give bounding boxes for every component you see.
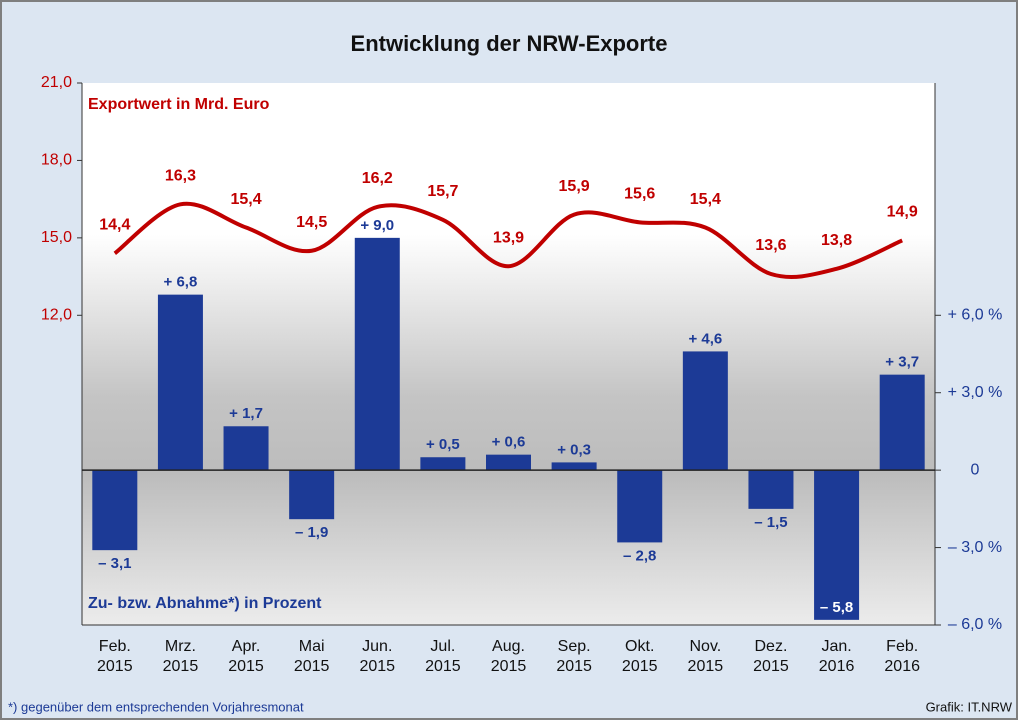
- chart-title: Entwicklung der NRW-Exporte: [351, 31, 668, 56]
- bar: [551, 462, 597, 471]
- line-label: 14,9: [887, 204, 918, 221]
- x-tick-label: 2016: [884, 658, 920, 675]
- x-tick-label: Mai: [299, 638, 325, 655]
- line-label: 15,4: [230, 191, 261, 208]
- line-label: 15,9: [559, 178, 590, 195]
- bar-label: – 3,1: [98, 555, 131, 572]
- line-label: 15,7: [427, 183, 458, 200]
- x-tick-label: Jan.: [821, 638, 851, 655]
- x-tick-label: Feb.: [886, 638, 918, 655]
- x-tick-label: Sep.: [558, 638, 591, 655]
- bar-label: + 0,3: [557, 441, 591, 458]
- bar: [354, 237, 400, 471]
- bar: [748, 470, 794, 509]
- x-tick-label: Okt.: [625, 638, 654, 655]
- bar-label: + 4,6: [688, 330, 722, 347]
- bar-label: – 1,5: [754, 514, 787, 531]
- x-tick-label: 2015: [359, 658, 395, 675]
- x-tick-label: Jul.: [430, 638, 455, 655]
- line-label: 15,6: [624, 186, 655, 203]
- bar: [486, 454, 531, 471]
- x-tick-label: Feb.: [99, 638, 131, 655]
- x-tick-label: 2015: [556, 658, 592, 675]
- y2-tick-label: – 6,0 %: [948, 616, 1002, 633]
- bar-label: + 0,6: [492, 434, 526, 451]
- line-label: 14,5: [296, 214, 327, 231]
- y-tick-label: 21,0: [41, 74, 72, 91]
- bar-label: + 6,8: [164, 274, 198, 291]
- x-tick-label: Aug.: [492, 638, 525, 655]
- x-tick-label: 2015: [228, 658, 264, 675]
- bar-label: + 1,7: [229, 405, 263, 422]
- y2-tick-label: + 6,0 %: [948, 307, 1003, 324]
- y2-tick-label: 0: [971, 461, 980, 478]
- x-tick-label: Nov.: [689, 638, 721, 655]
- y-tick-label: 15,0: [41, 229, 72, 246]
- line-label: 13,9: [493, 229, 524, 246]
- x-tick-label: 2015: [753, 658, 789, 675]
- bar: [92, 470, 138, 551]
- line-label: 13,6: [755, 237, 786, 254]
- y2-tick-label: + 3,0 %: [948, 384, 1003, 401]
- y-tick-label: 18,0: [41, 152, 72, 169]
- x-tick-label: 2015: [294, 658, 330, 675]
- source: Grafik: IT.NRW: [926, 699, 1013, 714]
- bar: [289, 470, 335, 520]
- bar-label: – 1,9: [295, 524, 328, 541]
- bar-label: – 2,8: [623, 547, 656, 564]
- x-tick-label: Jun.: [362, 638, 392, 655]
- x-tick-label: 2016: [819, 658, 855, 675]
- line-label: 13,8: [821, 232, 852, 249]
- line-label: 16,3: [165, 168, 196, 185]
- y-tick-label: 12,0: [41, 307, 72, 324]
- bar-label: – 5,8: [820, 599, 853, 616]
- bar: [814, 470, 860, 620]
- x-tick-label: 2015: [163, 658, 199, 675]
- line-label: 16,2: [362, 170, 393, 187]
- bar: [223, 426, 269, 471]
- x-tick-label: Apr.: [232, 638, 260, 655]
- plot-area: [82, 83, 935, 625]
- bar: [420, 457, 466, 471]
- bar: [157, 294, 203, 471]
- x-tick-label: 2015: [688, 658, 724, 675]
- line-label: 14,4: [99, 217, 130, 234]
- x-tick-label: 2015: [425, 658, 461, 675]
- bar-label: + 3,7: [885, 354, 919, 371]
- x-tick-label: 2015: [622, 658, 658, 675]
- footnote: *) gegenüber dem entsprechenden Vorjahre…: [8, 699, 304, 714]
- legend-bar: Zu- bzw. Abnahme*) in Prozent: [88, 595, 322, 612]
- legend-line: Exportwert in Mrd. Euro: [88, 96, 270, 113]
- line: [113, 201, 903, 279]
- x-tick-label: 2015: [97, 658, 133, 675]
- bar-label: + 0,5: [426, 436, 460, 453]
- x-tick-label: Mrz.: [165, 638, 196, 655]
- x-tick-label: Dez.: [755, 638, 788, 655]
- y2-tick-label: – 3,0 %: [948, 539, 1002, 556]
- bar: [617, 470, 663, 543]
- bar: [682, 351, 728, 471]
- bar-label: + 9,0: [360, 217, 394, 234]
- x-tick-label: 2015: [491, 658, 527, 675]
- line-label: 15,4: [690, 191, 721, 208]
- bar: [879, 374, 925, 471]
